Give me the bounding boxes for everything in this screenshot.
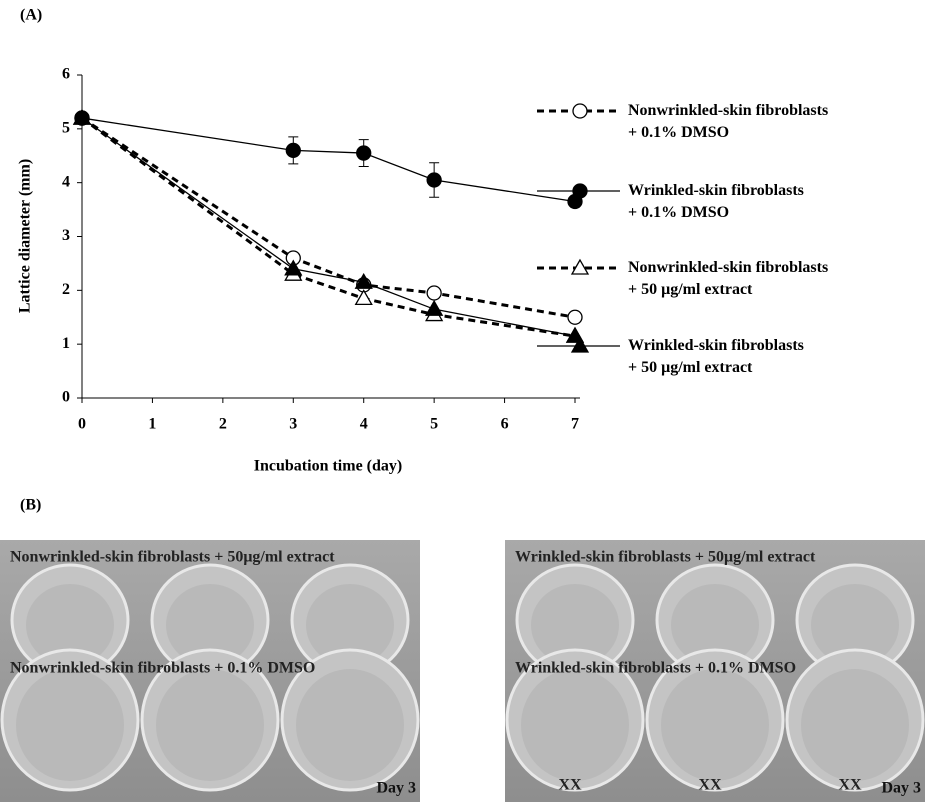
legend-label: Nonwrinkled-skin fibroblasts + 0.1% DMSO xyxy=(628,100,828,144)
photo-label: Wrinkled-skin fibroblasts + 50μg/ml extr… xyxy=(515,549,816,566)
photo-label: Nonwrinkled-skin fibroblasts + 50μg/ml e… xyxy=(10,549,335,566)
x-tick-label: 5 xyxy=(430,416,438,433)
marker xyxy=(427,286,441,300)
panel-label: (A) xyxy=(20,7,42,24)
photo: Wrinkled-skin fibroblasts + 50μg/ml extr… xyxy=(505,540,925,802)
y-tick-label: 0 xyxy=(62,389,70,406)
dish-inner xyxy=(156,669,264,781)
panel-label: (B) xyxy=(20,497,41,514)
marker xyxy=(357,146,371,160)
y-tick-label: 5 xyxy=(62,120,70,137)
legend-label: Wrinkled-skin fibroblasts + 0.1% DMSO xyxy=(628,180,804,224)
photo-label: Wrinkled-skin fibroblasts + 0.1% DMSO xyxy=(515,660,796,677)
photo-mark: XX xyxy=(558,777,582,794)
marker xyxy=(286,143,300,157)
series-line xyxy=(82,118,575,201)
photo-label: Nonwrinkled-skin fibroblasts + 0.1% DMSO xyxy=(10,660,315,677)
legend-marker xyxy=(573,104,587,118)
dish-inner xyxy=(16,669,124,781)
dish-inner xyxy=(801,669,909,781)
photo-day: Day 3 xyxy=(881,780,921,797)
y-tick-label: 1 xyxy=(62,335,70,352)
y-tick-label: 3 xyxy=(62,227,70,244)
marker xyxy=(568,310,582,324)
x-tick-label: 4 xyxy=(360,416,368,433)
photo: Nonwrinkled-skin fibroblasts + 50μg/ml e… xyxy=(0,540,420,802)
figure: (A) (B) Lattice diameter (mm) Incubation… xyxy=(0,0,925,802)
x-tick-label: 2 xyxy=(219,416,227,433)
x-tick-label: 3 xyxy=(289,416,297,433)
marker xyxy=(356,290,372,304)
x-axis-label: Incubation time (day) xyxy=(254,458,402,475)
x-tick-label: 7 xyxy=(571,416,579,433)
y-axis-label: Lattice diameter (mm) xyxy=(17,159,34,313)
legend-label: Wrinkled-skin fibroblasts + 50 μg/ml ext… xyxy=(628,335,804,379)
series-line xyxy=(82,118,575,336)
y-tick-label: 6 xyxy=(62,66,70,83)
series-line xyxy=(82,118,575,336)
x-tick-label: 0 xyxy=(78,416,86,433)
dish-inner xyxy=(296,669,404,781)
photo-mark: XX xyxy=(838,777,862,794)
y-tick-label: 2 xyxy=(62,281,70,298)
dish-inner xyxy=(521,669,629,781)
legend-label: Nonwrinkled-skin fibroblasts + 50 μg/ml … xyxy=(628,257,828,301)
x-tick-label: 6 xyxy=(501,416,509,433)
photo-mark: XX xyxy=(698,777,722,794)
photo-day: Day 3 xyxy=(376,780,416,797)
legend-marker xyxy=(573,184,587,198)
x-tick-label: 1 xyxy=(148,416,156,433)
dish-inner xyxy=(661,669,769,781)
marker xyxy=(426,301,442,315)
marker xyxy=(427,173,441,187)
y-tick-label: 4 xyxy=(62,173,70,190)
